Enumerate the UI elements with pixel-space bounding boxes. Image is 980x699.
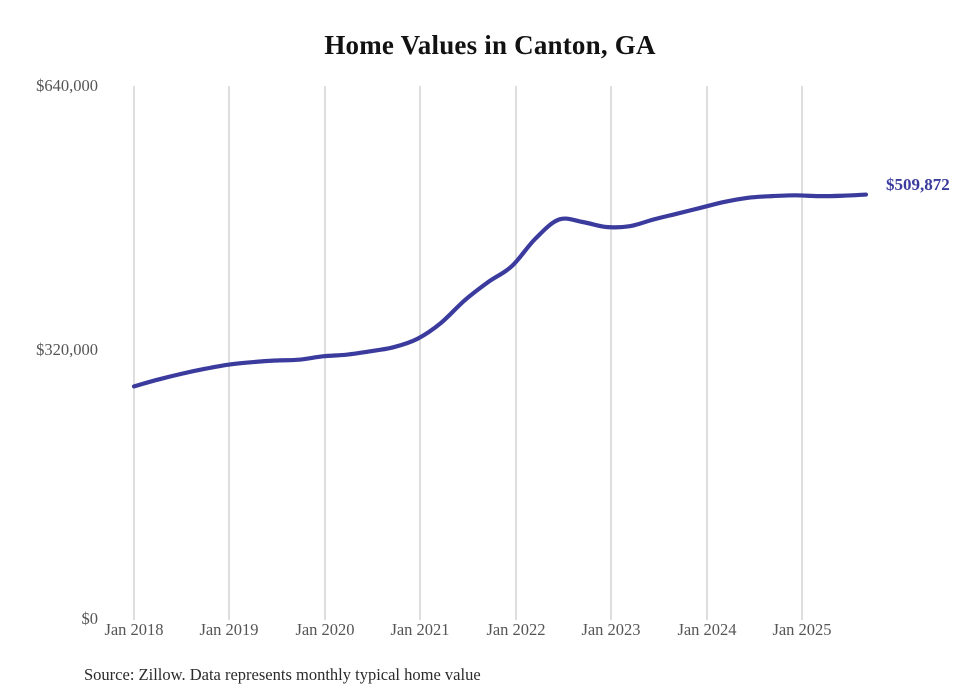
chart-title: Home Values in Canton, GA [324,30,656,60]
x-axis-tick-jan-2020: Jan 2020 [295,620,355,639]
x-axis-tick-jan-2025: Jan 2025 [772,620,832,639]
x-axis-tick-jan-2022: Jan 2022 [486,620,546,639]
series-line-typical-home-value [131,192,869,389]
y-tick-label: $0 [81,609,99,628]
x-axis-tick-jan-2023: Jan 2023 [581,620,641,639]
y-tick-label: $320,000 [36,340,98,359]
series-end-value-label: $509,872 [886,175,950,194]
x-axis-tick-jan-2021: Jan 2021 [390,620,450,639]
x-axis-tick-jan-2019: Jan 2019 [199,620,259,639]
source-note: Source: Zillow. Data represents monthly … [84,665,481,684]
y-tick-label: $640,000 [36,76,98,95]
x-axis-tick-jan-2018: Jan 2018 [104,620,164,639]
x-axis-tick-jan-2024: Jan 2024 [677,620,737,639]
gridlines [133,86,803,620]
